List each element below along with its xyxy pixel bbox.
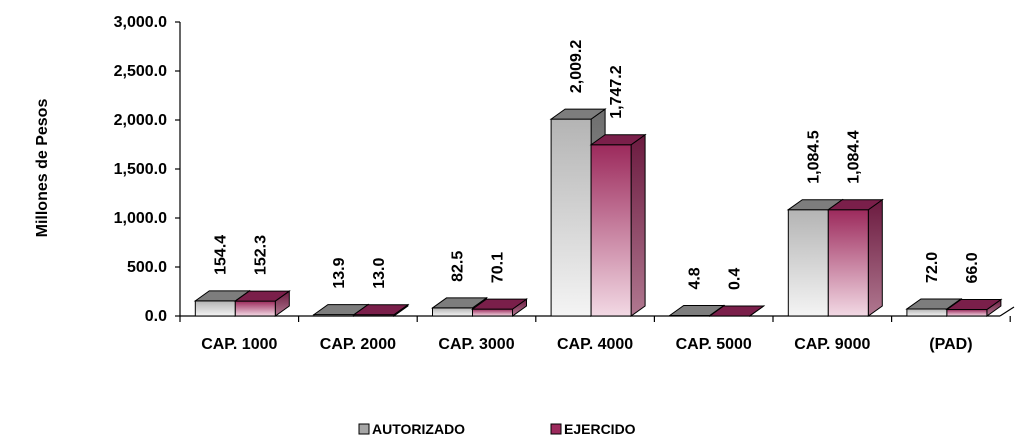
x-axis-depth-line: [999, 306, 1015, 317]
y-axis-label: Millones de Pesos: [34, 99, 51, 238]
data-label-ejercido: 13.0: [371, 257, 388, 288]
y-tick-label: 0.0: [145, 308, 167, 325]
bar-front-face: [590, 144, 632, 317]
bar-front-face: [946, 309, 988, 317]
data-label-autorizado: 13.9: [331, 257, 348, 288]
data-label-autorizado: 1,084.5: [805, 130, 822, 183]
bar-ejercido-2: [352, 303, 410, 317]
x-category-label: CAP. 1000: [201, 336, 277, 353]
data-label-ejercido: 1,747.2: [608, 65, 625, 118]
bar-top-face: [945, 299, 1003, 311]
bar-side-face: [867, 198, 883, 317]
data-label-ejercido: 70.1: [490, 252, 507, 283]
data-label-ejercido: 0.4: [727, 268, 744, 290]
x-category-label: CAP. 4000: [557, 336, 633, 353]
bar-top-face: [233, 290, 291, 302]
bar-top-face: [826, 199, 884, 211]
bar-top-face: [905, 298, 963, 310]
legend: AUTORIZADO EJERCIDO: [358, 421, 636, 437]
legend-label-autorizado: AUTORIZADO: [372, 421, 465, 437]
bar-front-face: [472, 308, 513, 317]
bar-top-face: [470, 298, 529, 310]
data-label-ejercido: 66.0: [964, 252, 981, 283]
bar-ejercido-7: [945, 298, 1003, 317]
bar-top-face: [549, 108, 607, 120]
x-category-label: CAP. 2000: [320, 336, 396, 353]
bar-front-face: [234, 300, 276, 317]
y-tick-label: 2,500.0: [114, 63, 167, 80]
y-tick-label: 500.0: [127, 259, 167, 276]
bar-front-face: [194, 300, 236, 317]
bar-front-face: [787, 209, 829, 317]
legend-item-autorizado: AUTORIZADO: [358, 421, 465, 437]
y-tick-label: 1,000.0: [114, 210, 167, 227]
bar-side-face: [630, 133, 646, 317]
bar-front-face: [550, 118, 592, 317]
y-tick-label: 3,000.0: [114, 14, 167, 31]
x-category-label: CAP. 3000: [438, 336, 514, 353]
bar-ejercido-3: [470, 298, 529, 317]
bar-front-face: [906, 308, 948, 317]
legend-swatch-autorizado: [358, 423, 370, 435]
bar-top-face: [430, 297, 489, 309]
y-tick-label: 1,500.0: [114, 161, 167, 178]
bar-top-face: [589, 134, 647, 146]
bar-ejercido-4: [589, 133, 647, 317]
x-category-label: (PAD): [929, 336, 972, 353]
bar-front-face: [827, 209, 869, 317]
data-label-autorizado: 72.0: [924, 252, 941, 283]
bar-ejercido-1: [233, 290, 291, 317]
bar-top-face: [352, 304, 410, 316]
x-category-label: CAP. 5000: [676, 336, 752, 353]
data-label-autorizado: 4.8: [687, 267, 704, 289]
legend-swatch-ejercido: [550, 423, 562, 435]
bar-top-face: [708, 305, 766, 317]
legend-item-ejercido: EJERCIDO: [550, 421, 636, 437]
bar-front-face: [432, 307, 473, 317]
y-tick-label: 2,000.0: [114, 112, 167, 129]
legend-label-ejercido: EJERCIDO: [564, 421, 636, 437]
bar-ejercido-6: [826, 198, 884, 317]
data-label-autorizado: 2,009.2: [568, 40, 585, 93]
data-label-autorizado: 154.4: [212, 235, 229, 275]
bar-ejercido-5: [708, 304, 766, 317]
data-label-ejercido: 152.3: [252, 235, 269, 275]
data-label-ejercido: 1,084.4: [845, 130, 862, 183]
x-category-label: CAP. 9000: [794, 336, 870, 353]
data-label-autorizado: 82.5: [450, 251, 467, 282]
